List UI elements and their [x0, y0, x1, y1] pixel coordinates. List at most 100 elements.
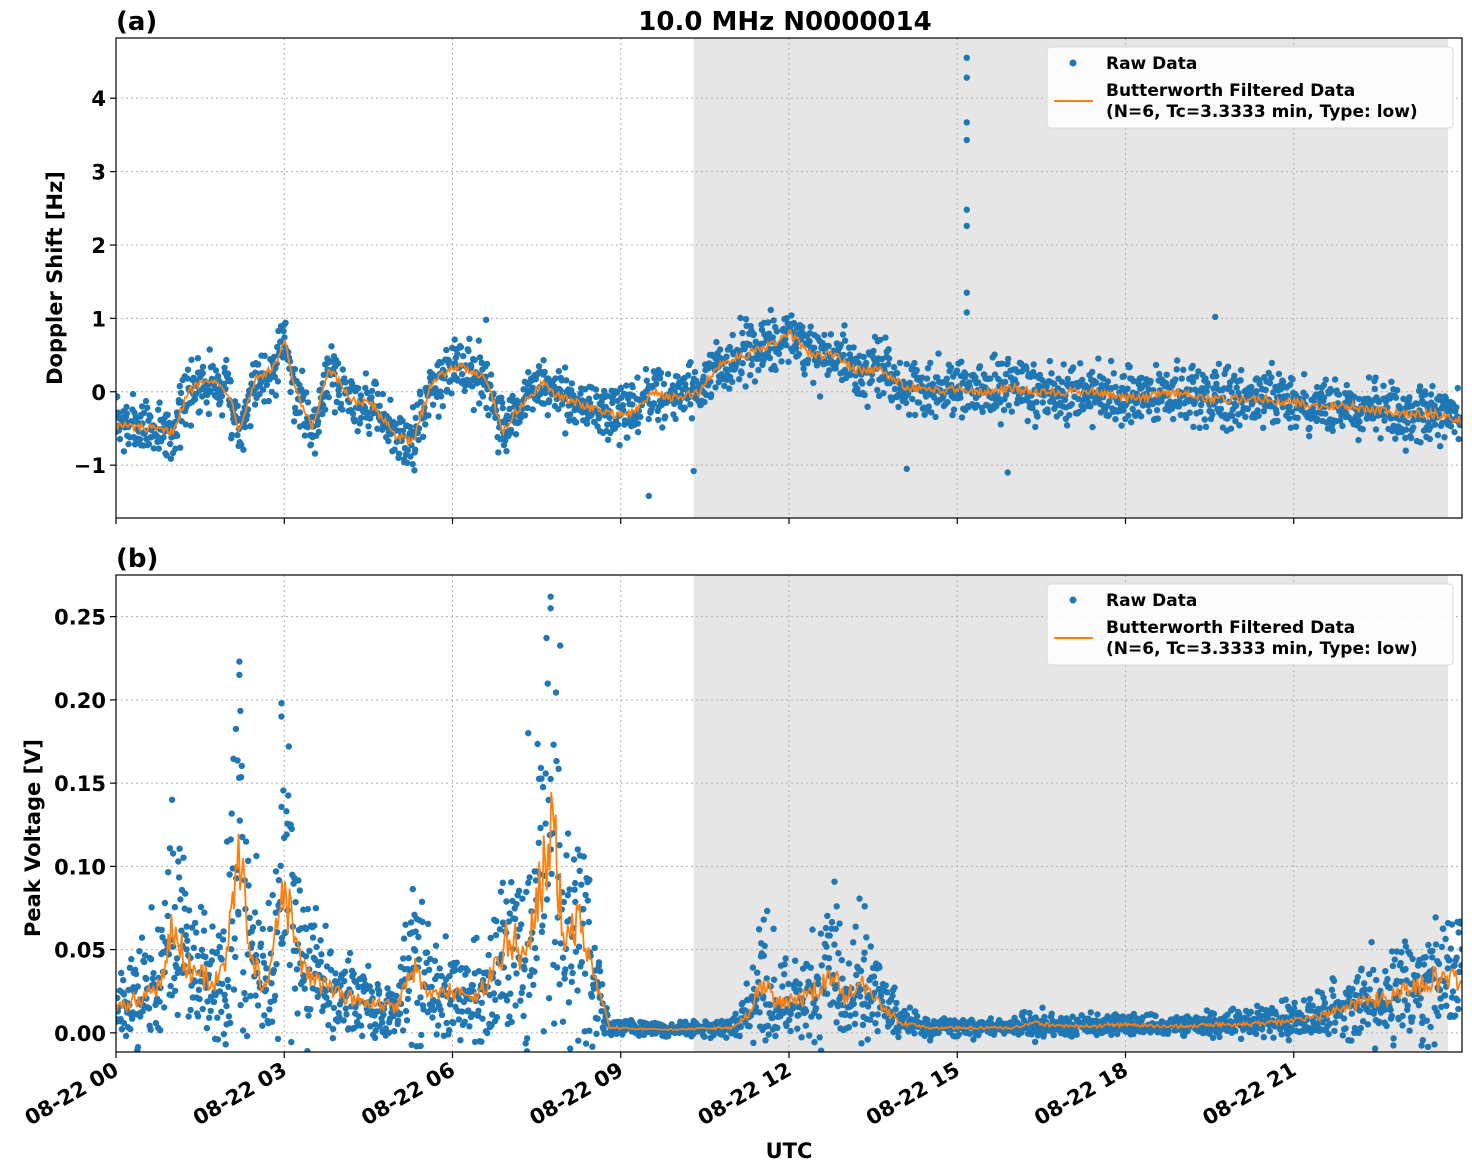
raw-point — [561, 364, 569, 371]
raw-point — [1260, 424, 1267, 431]
raw-point — [261, 1012, 268, 1019]
raw-point — [1455, 1005, 1462, 1013]
raw-point — [219, 936, 227, 943]
raw-point — [453, 959, 460, 966]
raw-point — [828, 918, 836, 926]
raw-point — [932, 413, 939, 421]
raw-point — [778, 358, 785, 365]
raw-point — [755, 366, 762, 374]
raw-point — [458, 1008, 466, 1015]
raw-point — [1210, 1010, 1218, 1017]
raw-point — [226, 397, 233, 404]
raw-point — [483, 360, 491, 368]
raw-point — [1172, 376, 1179, 383]
raw-point — [1355, 436, 1362, 444]
raw-point — [800, 365, 807, 372]
raw-point — [1217, 405, 1225, 413]
raw-point — [736, 376, 743, 383]
raw-point — [574, 846, 581, 853]
raw-point — [575, 1037, 582, 1044]
raw-point — [215, 932, 223, 939]
raw-point — [508, 1018, 515, 1026]
raw-point — [247, 423, 254, 430]
raw-point — [821, 331, 828, 339]
raw-point — [551, 1020, 558, 1027]
raw-point — [545, 995, 553, 1002]
raw-point — [707, 378, 714, 385]
raw-point — [227, 378, 234, 385]
raw-point — [461, 1018, 468, 1025]
raw-point — [594, 1015, 601, 1022]
raw-point — [764, 319, 772, 326]
raw-point — [522, 957, 529, 964]
raw-point — [1402, 965, 1409, 973]
raw-point — [435, 413, 442, 420]
raw-point — [418, 1031, 425, 1039]
raw-point — [365, 423, 372, 430]
raw-point — [1387, 1006, 1394, 1014]
raw-point — [169, 850, 177, 857]
raw-point — [266, 1006, 273, 1013]
raw-point — [136, 948, 143, 955]
raw-point — [909, 395, 916, 403]
raw-point — [461, 387, 468, 395]
raw-point — [176, 382, 183, 390]
raw-point — [1252, 1030, 1260, 1038]
raw-point — [850, 1000, 857, 1007]
raw-point — [913, 366, 920, 374]
raw-point — [774, 1024, 781, 1032]
raw-point — [498, 394, 505, 401]
raw-point — [1384, 975, 1391, 983]
raw-point — [278, 803, 285, 811]
raw-point — [301, 432, 309, 439]
raw-point — [451, 359, 459, 367]
raw-point — [368, 387, 376, 395]
raw-point — [825, 342, 832, 350]
raw-point — [831, 941, 838, 948]
raw-point — [317, 958, 324, 966]
raw-point — [523, 1035, 531, 1042]
raw-point — [958, 358, 965, 365]
raw-point — [1366, 986, 1374, 993]
raw-point — [184, 375, 191, 382]
raw-point — [859, 1021, 867, 1029]
raw-point — [288, 1038, 295, 1046]
raw-point — [196, 408, 203, 415]
y-axis-label-a: Doppler Shift [Hz] — [43, 171, 67, 385]
raw-point — [1120, 372, 1128, 380]
raw-point — [502, 420, 509, 427]
raw-point — [726, 343, 733, 351]
raw-point — [1198, 385, 1206, 392]
raw-point — [1423, 1017, 1431, 1024]
raw-point — [178, 927, 185, 934]
raw-point — [443, 1019, 450, 1027]
raw-point — [581, 970, 589, 977]
raw-point — [227, 1019, 234, 1027]
raw-point — [811, 1039, 818, 1046]
raw-point — [282, 319, 289, 326]
raw-point — [232, 953, 239, 961]
raw-point — [487, 371, 495, 378]
raw-point — [1063, 422, 1071, 429]
raw-point — [1371, 1045, 1379, 1052]
raw-point — [906, 411, 913, 418]
raw-point — [366, 430, 373, 438]
raw-point — [1204, 382, 1211, 390]
raw-point — [716, 346, 724, 353]
raw-point — [562, 966, 569, 973]
raw-point — [334, 360, 342, 367]
raw-point — [164, 411, 171, 418]
raw-point — [1284, 392, 1291, 400]
raw-point — [723, 1034, 730, 1041]
raw-point — [372, 380, 380, 387]
raw-point — [1285, 1037, 1293, 1044]
raw-point — [1005, 402, 1012, 409]
raw-point — [845, 1024, 853, 1031]
raw-point — [1383, 1022, 1390, 1030]
raw-point — [512, 431, 520, 438]
raw-point — [179, 969, 186, 976]
raw-point — [739, 360, 746, 367]
raw-point — [239, 1027, 247, 1034]
raw-point — [553, 964, 561, 971]
